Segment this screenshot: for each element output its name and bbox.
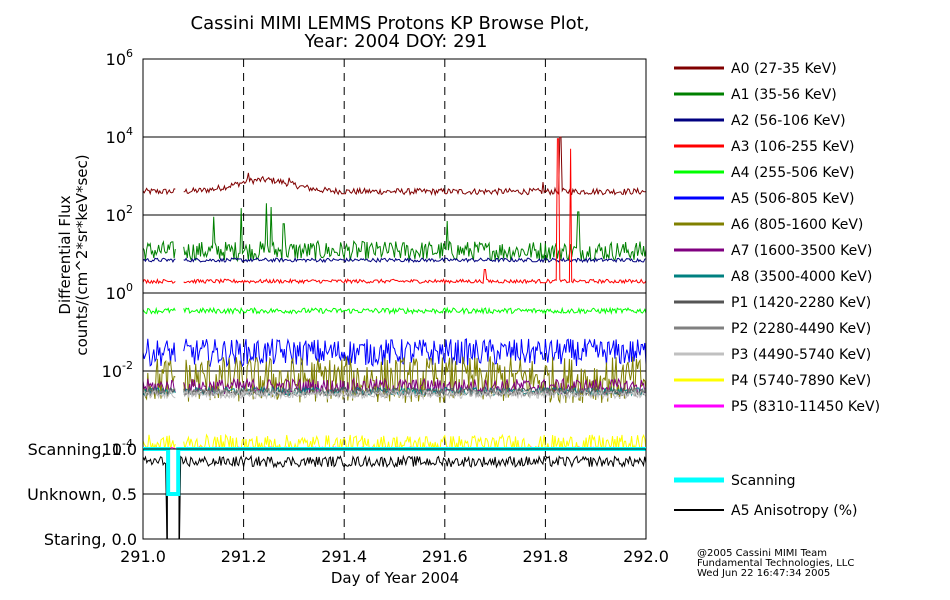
legend-entry: P1 (1420-2280 KeV) — [674, 295, 871, 311]
legend-entry: P3 (4490-5740 KeV) — [674, 347, 871, 363]
x-tick-label: 291.8 — [522, 547, 568, 566]
legend-label: A7 (1600-3500 KeV) — [731, 243, 872, 259]
legend-label: A5 (506-805 KeV) — [731, 191, 854, 207]
anisotropy-line — [142, 454, 647, 540]
mode-y-tick-label: Scanning, 1.0 — [28, 440, 137, 459]
flux-y-tick-label: 106 — [106, 47, 133, 69]
legend-label: A3 (106-255 KeV) — [731, 139, 854, 155]
legend-label: A8 (3500-4000 KeV) — [731, 269, 872, 285]
flux-y-tick-label: 10-4 — [102, 437, 133, 459]
x-tick-label: 292.0 — [623, 547, 669, 566]
credit-line2: Fundamental Technologies, LLC — [697, 558, 854, 569]
mode-y-tick-label: Staring, 0.0 — [44, 530, 137, 549]
flux-series-line — [142, 203, 647, 263]
legend-label: A6 (805-1600 KeV) — [731, 217, 863, 233]
legend-label: Scanning — [731, 473, 796, 489]
mode-y-tick-label: Unknown, 0.5 — [27, 485, 137, 504]
legend-entry: A2 (56-106 KeV) — [674, 113, 846, 129]
flux-series-line — [142, 433, 647, 451]
flux-y-tick-label: 100 — [106, 281, 133, 303]
chart-title-line2: Year: 2004 DOY: 291 — [304, 31, 488, 52]
legend-entry: A1 (35-56 KeV) — [674, 87, 837, 103]
flux-series-line — [142, 136, 647, 197]
flux-series-line — [142, 338, 647, 368]
legend-entry: Scanning — [674, 473, 796, 489]
legend-label: P3 (4490-5740 KeV) — [731, 347, 871, 363]
legend-label: P5 (8310-11450 KeV) — [731, 399, 880, 415]
legend-label: A1 (35-56 KeV) — [731, 87, 837, 103]
legend-entry: A5 Anisotropy (%) — [674, 503, 858, 519]
credit-line1: @2005 Cassini MIMI Team — [697, 548, 827, 559]
legend-entry: P4 (5740-7890 KeV) — [674, 373, 871, 389]
legend-entry: A8 (3500-4000 KeV) — [674, 269, 872, 285]
legend-entry: A4 (255-506 KeV) — [674, 165, 854, 181]
scanning-line — [143, 447, 646, 496]
x-tick-label: 291.0 — [120, 547, 166, 566]
flux-series-line — [142, 256, 647, 264]
mode-panel-frame — [142, 448, 647, 540]
flux-legend: A0 (27-35 KeV) A1 (35-56 KeV) A2 (56-106 K… — [674, 61, 880, 415]
flux-y-axis-label: Differential Flux counts/(cm^2*sr*keV*se… — [56, 154, 91, 355]
flux-series-line — [142, 138, 647, 285]
legend-label: A0 (27-35 KeV) — [731, 61, 837, 77]
credit-block: @2005 Cassini MIMI Team Fundamental Tech… — [697, 548, 854, 579]
legend-entry: A3 (106-255 KeV) — [674, 139, 854, 155]
legend-label: A5 Anisotropy (%) — [731, 503, 858, 519]
credit-line3: Wed Jun 22 16:47:34 2005 — [697, 568, 830, 579]
mode-legend: Scanning A5 Anisotropy (%) — [674, 473, 858, 519]
flux-y-tick-label: 10-2 — [102, 359, 133, 381]
x-tick-label: 291.6 — [422, 547, 468, 566]
legend-entry: P5 (8310-11450 KeV) — [674, 399, 880, 415]
mode-panel: Scanning, 1.0 Unknown, 0.5 Staring, 0.0 29… — [27, 440, 669, 587]
flux-panel: 10-4 10-2 100 102 104 106 Differential Flux c… — [56, 47, 647, 459]
flux-y-label-line1: Differential Flux — [56, 195, 74, 314]
legend-entry: A6 (805-1600 KeV) — [674, 217, 863, 233]
x-tick-label: 291.4 — [321, 547, 367, 566]
x-tick-label: 291.2 — [221, 547, 267, 566]
flux-y-tick-label: 102 — [106, 203, 133, 225]
flux-series-line — [142, 388, 647, 401]
flux-y-tick-label: 104 — [106, 125, 133, 147]
legend-label: P1 (1420-2280 KeV) — [731, 295, 871, 311]
legend-label: A4 (255-506 KeV) — [731, 165, 854, 181]
legend-entry: A0 (27-35 KeV) — [674, 61, 837, 77]
legend-label: P2 (2280-4490 KeV) — [731, 321, 871, 337]
flux-series-line — [142, 306, 647, 316]
legend-entry: A7 (1600-3500 KeV) — [674, 243, 872, 259]
legend-entry: P2 (2280-4490 KeV) — [674, 321, 871, 337]
legend-label: P4 (5740-7890 KeV) — [731, 373, 871, 389]
x-axis-label: Day of Year 2004 — [331, 569, 459, 587]
legend-entry: A5 (506-805 KeV) — [674, 191, 854, 207]
flux-y-label-line2: counts/(cm^2*sr*keV*sec) — [73, 154, 91, 355]
chart-title-line1: Cassini MIMI LEMMS Protons KP Browse Plo… — [191, 13, 590, 34]
legend-label: A2 (56-106 KeV) — [731, 113, 846, 129]
